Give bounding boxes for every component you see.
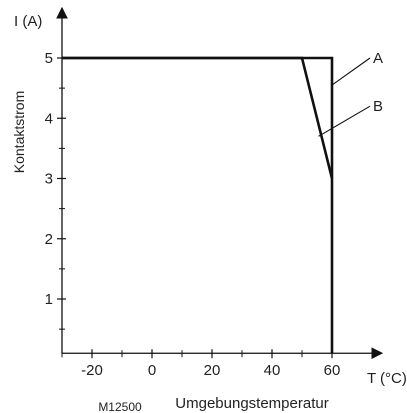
callout-line-b	[318, 105, 371, 137]
y-tick-label: 5	[45, 50, 53, 67]
callout-line-a	[331, 57, 371, 86]
x-tick-label: 20	[204, 362, 221, 379]
x-tick-label: 60	[324, 362, 341, 379]
y-ticks: 1 2 3 4 5	[45, 50, 66, 330]
y-tick-label: 3	[45, 171, 53, 188]
x-tick-label: 40	[264, 362, 281, 379]
series-line-b	[62, 56, 334, 179]
y-tick-label: 1	[45, 291, 53, 308]
series-label-a: A	[373, 50, 383, 67]
series-lines	[62, 56, 334, 354]
x-axis-subtitle: Umgebungstemperatur	[175, 395, 328, 412]
x-ticks: -20 0 20 40 60	[61, 349, 341, 379]
series-callouts: AB	[318, 50, 383, 137]
x-tick-label: 0	[148, 362, 156, 379]
series-label-b: B	[373, 98, 383, 115]
x-axis-title: T (°C)	[367, 370, 407, 387]
figure-code: M12500	[98, 400, 142, 413]
y-axis-title: I (A)	[14, 13, 42, 30]
y-tick-label: 4	[45, 110, 53, 127]
x-tick-label: -20	[81, 362, 103, 379]
series-line-a	[62, 56, 334, 354]
y-axis-side-label: Kontaktstrom	[11, 91, 27, 173]
y-tick-label: 2	[45, 231, 53, 248]
